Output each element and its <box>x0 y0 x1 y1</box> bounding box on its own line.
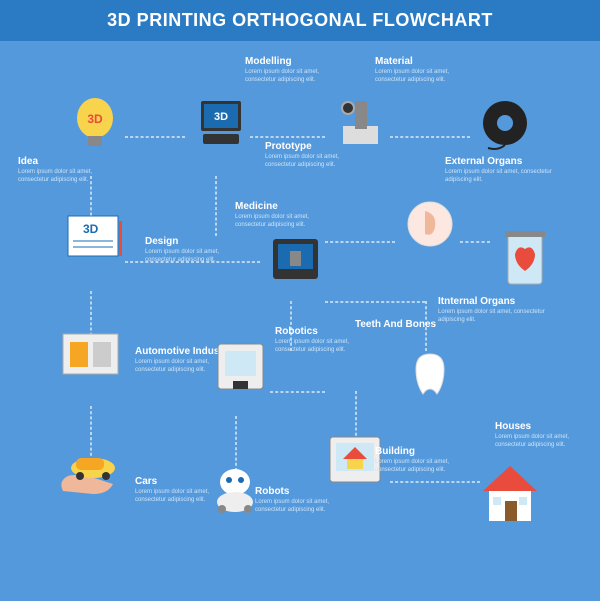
label-modelling: Modelling Lorem ipsum dolor sit amet, co… <box>245 56 345 85</box>
node-cars <box>55 441 125 506</box>
flowchart-canvas: 3D Idea Lorem ipsum dolor sit amet, cons… <box>0 41 600 601</box>
page-title: 3D PRINTING ORTHOGONAL FLOWCHART <box>0 10 600 31</box>
blueprint-icon: 3D <box>65 211 125 266</box>
heart-jar-icon <box>500 229 550 289</box>
svg-text:3D: 3D <box>87 112 103 126</box>
label-robotics: Robotics Lorem ipsum dolor sit amet, con… <box>275 326 365 355</box>
label-teeth: Teeth And Bones <box>355 319 475 332</box>
node-houses <box>475 461 545 526</box>
node-design: 3D <box>60 206 130 271</box>
tooth-icon <box>408 349 453 399</box>
label-extorgans: External Organs Lorem ipsum dolor sit am… <box>445 156 555 185</box>
svg-text:3D: 3D <box>83 222 99 236</box>
spool-icon <box>478 96 533 151</box>
ear-icon <box>405 199 455 249</box>
printer-icon <box>268 231 323 286</box>
edge <box>325 301 425 303</box>
edge <box>215 176 217 236</box>
node-extorgans <box>395 191 465 256</box>
house-icon <box>475 461 545 526</box>
node-intorgans <box>490 226 560 291</box>
node-auto <box>55 321 125 386</box>
label-idea: Idea Lorem ipsum dolor sit amet, consect… <box>18 156 118 185</box>
header: 3D PRINTING ORTHOGONAL FLOWCHART <box>0 0 600 41</box>
node-robotics <box>205 336 275 401</box>
label-design: Design Lorem ipsum dolor sit amet, conse… <box>145 236 235 265</box>
node-modelling: 3D <box>185 91 255 156</box>
svg-text:3D: 3D <box>213 111 227 123</box>
edge <box>325 241 395 243</box>
robot-icon <box>210 464 260 514</box>
car-icon <box>58 446 123 501</box>
label-houses: Houses Lorem ipsum dolor sit amet, conse… <box>495 421 585 450</box>
node-printer <box>260 226 330 291</box>
edge <box>125 136 185 138</box>
bulb-icon: 3D <box>70 96 120 151</box>
edge <box>270 391 325 393</box>
label-prototype: Prototype Lorem ipsum dolor sit amet, co… <box>265 141 365 170</box>
label-building: Building Lorem ipsum dolor sit amet, con… <box>375 446 465 475</box>
node-filament <box>470 91 540 156</box>
edge <box>250 136 325 138</box>
edge <box>390 136 470 138</box>
machine-icon <box>58 324 123 384</box>
label-material: Material Lorem ipsum dolor sit amet, con… <box>375 56 475 85</box>
edge <box>390 481 480 483</box>
node-teeth <box>395 341 465 406</box>
computer-icon: 3D <box>193 96 248 151</box>
node-idea: 3D <box>60 91 130 156</box>
printer2-icon <box>213 339 268 399</box>
